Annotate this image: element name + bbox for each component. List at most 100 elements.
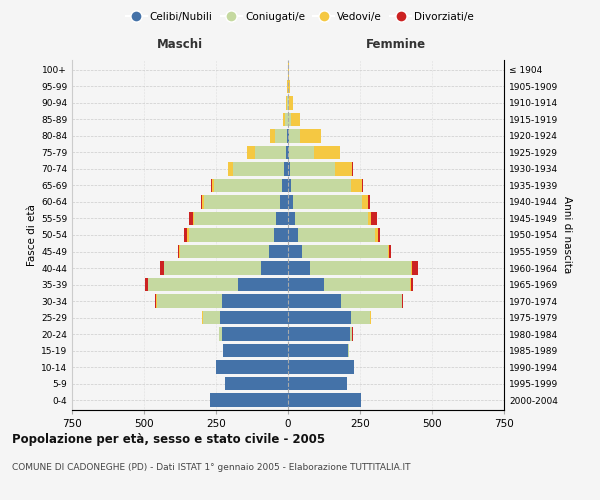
Y-axis label: Fasce di età: Fasce di età xyxy=(27,204,37,266)
Bar xyxy=(212,178,214,192)
Bar xyxy=(288,394,361,407)
Bar xyxy=(288,344,349,358)
Text: Maschi: Maschi xyxy=(157,38,203,51)
Bar xyxy=(223,344,288,358)
Bar xyxy=(411,278,413,291)
Bar xyxy=(203,195,280,209)
Bar xyxy=(283,112,286,126)
Bar xyxy=(314,146,340,159)
Bar xyxy=(288,146,289,159)
Bar xyxy=(288,294,341,308)
Bar xyxy=(288,178,291,192)
Bar xyxy=(287,96,288,110)
Bar xyxy=(298,228,375,242)
Bar xyxy=(220,328,222,341)
Bar xyxy=(288,96,289,110)
Bar xyxy=(291,178,352,192)
Bar xyxy=(300,129,321,142)
Bar xyxy=(164,261,260,275)
Bar xyxy=(184,228,187,242)
Bar xyxy=(203,311,220,324)
Bar xyxy=(324,278,410,291)
Bar xyxy=(287,129,288,142)
Bar xyxy=(277,212,288,226)
Bar xyxy=(389,244,391,258)
Bar xyxy=(288,244,302,258)
Bar xyxy=(269,244,288,258)
Bar xyxy=(371,212,377,226)
Bar xyxy=(233,162,284,175)
Bar xyxy=(352,178,362,192)
Bar xyxy=(286,96,287,110)
Bar xyxy=(214,178,281,192)
Bar xyxy=(293,195,362,209)
Bar xyxy=(222,328,288,341)
Bar xyxy=(310,261,410,275)
Bar xyxy=(260,261,288,275)
Bar xyxy=(210,394,288,407)
Bar xyxy=(288,112,291,126)
Bar xyxy=(368,212,371,226)
Bar xyxy=(362,195,368,209)
Bar xyxy=(291,112,300,126)
Bar xyxy=(288,195,293,209)
Bar xyxy=(160,261,164,275)
Bar xyxy=(270,129,275,142)
Bar xyxy=(290,162,335,175)
Bar xyxy=(352,311,370,324)
Bar xyxy=(302,244,388,258)
Bar xyxy=(280,195,288,209)
Bar xyxy=(224,377,288,390)
Bar xyxy=(275,129,287,142)
Bar xyxy=(410,261,412,275)
Bar xyxy=(228,162,233,175)
Bar xyxy=(288,360,354,374)
Bar xyxy=(289,96,293,110)
Bar xyxy=(157,294,222,308)
Bar xyxy=(412,261,418,275)
Legend: Celibi/Nubili, Coniugati/e, Vedovi/e, Divorziati/e: Celibi/Nubili, Coniugati/e, Vedovi/e, Di… xyxy=(122,8,478,26)
Bar xyxy=(274,228,288,242)
Bar xyxy=(350,328,352,341)
Bar xyxy=(288,278,324,291)
Bar xyxy=(178,244,179,258)
Bar xyxy=(193,212,194,226)
Bar xyxy=(288,212,295,226)
Bar xyxy=(155,294,157,308)
Bar xyxy=(368,195,370,209)
Bar xyxy=(286,112,288,126)
Bar xyxy=(222,294,288,308)
Bar xyxy=(335,162,352,175)
Bar xyxy=(388,244,389,258)
Bar xyxy=(211,178,212,192)
Bar xyxy=(289,146,314,159)
Bar xyxy=(295,212,368,226)
Bar xyxy=(377,228,380,242)
Bar xyxy=(247,146,256,159)
Bar xyxy=(288,328,350,341)
Bar xyxy=(375,228,377,242)
Bar xyxy=(362,178,364,192)
Text: COMUNE DI CADONEGHE (PD) - Dati ISTAT 1° gennaio 2005 - Elaborazione TUTTITALIA.: COMUNE DI CADONEGHE (PD) - Dati ISTAT 1°… xyxy=(12,463,410,472)
Y-axis label: Anni di nascita: Anni di nascita xyxy=(562,196,572,274)
Text: Popolazione per età, sesso e stato civile - 2005: Popolazione per età, sesso e stato civil… xyxy=(12,432,325,446)
Bar xyxy=(216,360,288,374)
Bar xyxy=(289,129,300,142)
Bar xyxy=(288,228,298,242)
Bar xyxy=(286,146,288,159)
Bar xyxy=(238,278,288,291)
Bar xyxy=(341,294,402,308)
Bar xyxy=(288,311,352,324)
Bar xyxy=(202,195,203,209)
Bar xyxy=(288,377,347,390)
Bar xyxy=(288,80,290,93)
Bar xyxy=(288,261,310,275)
Text: Femmine: Femmine xyxy=(366,38,426,51)
Bar xyxy=(288,162,290,175)
Bar xyxy=(180,244,269,258)
Bar xyxy=(220,311,288,324)
Bar xyxy=(194,212,277,226)
Bar xyxy=(187,228,188,242)
Bar xyxy=(188,228,274,242)
Bar xyxy=(281,178,288,192)
